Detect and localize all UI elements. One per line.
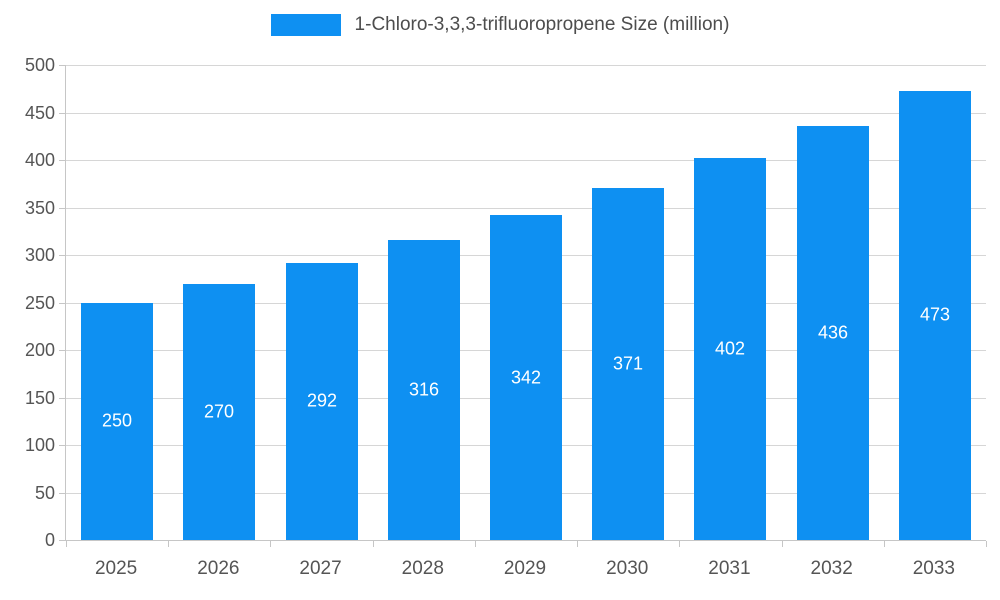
x-tick-label: 2033 <box>912 558 956 579</box>
y-tick-mark <box>59 397 65 399</box>
y-tick-mark <box>59 255 65 256</box>
y-tick-label: 50 <box>34 482 55 503</box>
y-tick-mark <box>59 302 65 304</box>
bar-value-label: 250 <box>101 410 133 431</box>
x-tick-mark <box>66 541 67 547</box>
bar-2031[interactable]: 402 <box>694 158 766 540</box>
x-tick-mark <box>373 541 374 547</box>
x-tick-mark <box>679 541 680 547</box>
gridline <box>66 207 986 209</box>
x-tick-mark <box>884 541 885 547</box>
bar-2028[interactable]: 316 <box>388 239 460 540</box>
bar-value-label: 371 <box>612 353 644 374</box>
x-tick-label: 2026 <box>197 558 240 579</box>
x-tick-mark <box>168 541 169 547</box>
y-axis: 0 50 100 150 200 250 300 350 400 450 500 <box>0 55 55 550</box>
bar-2026[interactable]: 270 <box>183 283 255 540</box>
x-tick-label: 2032 <box>810 558 853 579</box>
x-tick-mark <box>782 541 783 547</box>
legend-series-label: 1-Chloro-3,3,3-trifluoropropene Size (mi… <box>354 14 730 35</box>
bar-2030[interactable]: 371 <box>592 187 664 540</box>
y-tick-mark <box>59 445 65 446</box>
bar-2033[interactable]: 473 <box>899 90 971 540</box>
x-tick-mark <box>475 541 476 547</box>
gridline <box>66 65 986 66</box>
bar-value-label: 436 <box>817 322 849 343</box>
x-tick-label: 2030 <box>606 558 649 579</box>
y-tick-label: 0 <box>44 530 55 550</box>
y-tick-mark <box>59 207 65 209</box>
x-axis: 2025 2026 2027 2028 2029 2030 2031 2032 2033 <box>65 552 985 586</box>
y-tick-mark <box>59 65 65 66</box>
bar-value-label: 473 <box>919 304 951 325</box>
y-tick-mark <box>59 350 65 351</box>
x-tick-label: 2029 <box>503 558 547 579</box>
y-tick-label: 350 <box>24 197 55 218</box>
y-tick-mark <box>59 112 65 114</box>
gridline <box>66 160 986 161</box>
y-tick-label: 250 <box>24 292 55 313</box>
x-tick-mark <box>986 541 987 547</box>
x-tick-label: 2031 <box>708 558 751 579</box>
bar-value-label: 342 <box>510 367 542 388</box>
bar-value-label: 292 <box>306 390 338 411</box>
x-tick-label: 2025 <box>94 558 138 579</box>
bar-2025[interactable]: 250 <box>81 302 153 540</box>
legend-swatch[interactable] <box>270 14 341 36</box>
bar-value-label: 270 <box>203 401 235 422</box>
y-tick-label: 450 <box>24 102 55 123</box>
bar-2029[interactable]: 342 <box>490 215 562 540</box>
y-tick-mark <box>59 160 65 161</box>
bar-value-label: 316 <box>408 379 440 400</box>
x-tick-label: 2028 <box>401 558 444 579</box>
y-tick-label: 400 <box>24 150 55 170</box>
legend: 1-Chloro-3,3,3-trifluoropropene Size (mi… <box>0 14 1000 36</box>
bar-value-label: 402 <box>714 338 746 359</box>
y-tick-label: 200 <box>24 340 55 360</box>
bar-2027[interactable]: 292 <box>286 262 358 540</box>
bar-2032[interactable]: 436 <box>797 125 869 540</box>
plot-area: 250 270 292 316 342 371 402 436 473 <box>59 65 987 547</box>
y-tick-mark <box>59 492 65 494</box>
gridline <box>66 112 986 114</box>
y-tick-label: 300 <box>24 245 55 265</box>
x-tick-mark <box>270 541 271 547</box>
y-tick-label: 100 <box>24 435 55 455</box>
x-tick-label: 2027 <box>299 558 342 579</box>
y-tick-label: 500 <box>24 55 55 75</box>
y-tick-label: 150 <box>24 387 55 408</box>
y-tick-mark <box>59 540 65 541</box>
x-tick-mark <box>577 541 578 547</box>
